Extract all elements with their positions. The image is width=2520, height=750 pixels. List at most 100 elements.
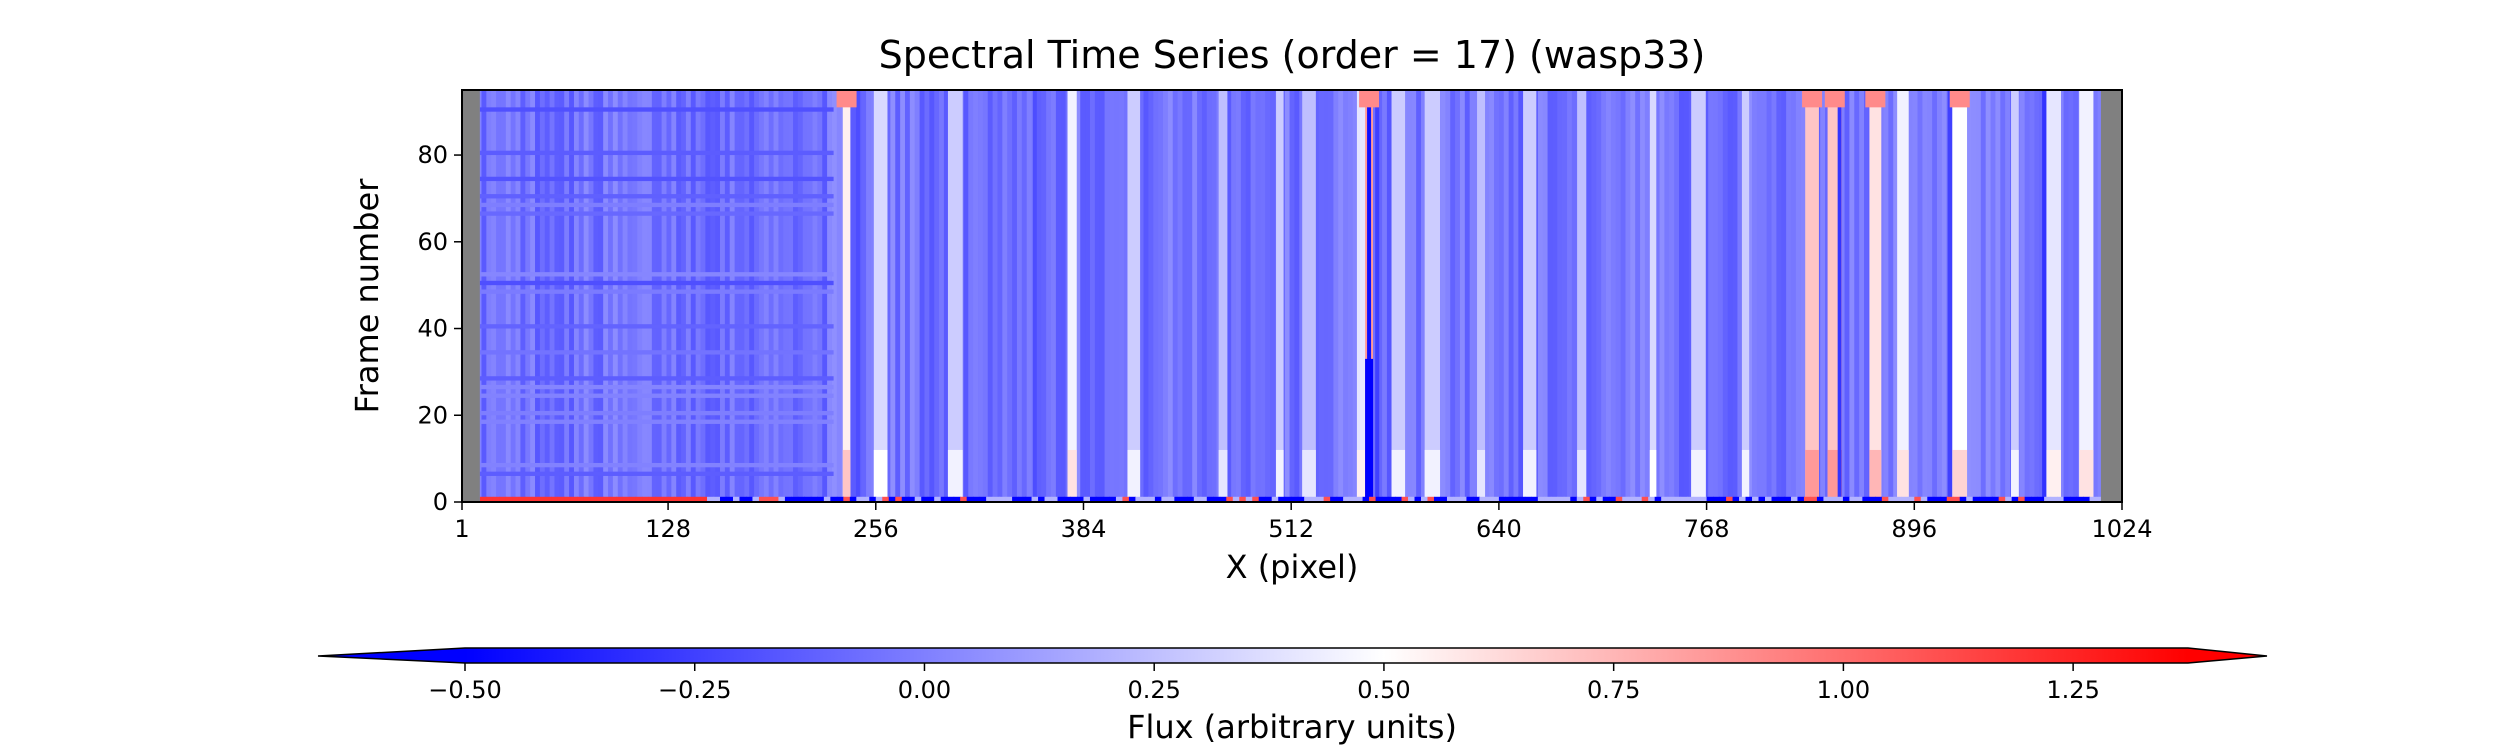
heatmap-column [1932, 90, 1938, 502]
heatmap-bright-column [1391, 90, 1406, 502]
heatmap-frame0-cell [1025, 496, 1033, 502]
heatmap-column [1489, 90, 1495, 502]
heatmap-column [1197, 90, 1203, 502]
heatmap-frame0-cell [1518, 496, 1526, 502]
heatmap-column [934, 90, 940, 502]
heatmap-column [1099, 90, 1106, 502]
heatmap-column [1138, 90, 1145, 502]
heatmap-column [758, 90, 765, 502]
heatmap-column [1347, 90, 1354, 502]
heatmap-bright-column-base [1424, 449, 1441, 499]
heatmap-frame0-cell [1797, 496, 1805, 502]
heatmap-frame0-cell [1914, 496, 1922, 502]
heatmap-column [1250, 90, 1256, 502]
heatmap-frame0-cell [914, 496, 922, 502]
heatmap-column [1703, 90, 1709, 502]
heatmap-frame0-cell [1810, 496, 1818, 502]
heatmap-frame0-cell [1148, 496, 1156, 502]
heatmap-frame0-cell [1408, 496, 1416, 502]
heatmap-column [1596, 90, 1602, 502]
heatmap-top-patch [1359, 90, 1380, 108]
heatmap-frame0-cell [564, 496, 572, 502]
heatmap-frame0-cell [1907, 496, 1915, 502]
heatmap-column [1859, 90, 1865, 502]
heatmap-column [1494, 90, 1500, 502]
heatmap-column [583, 90, 590, 502]
heatmap-column [525, 90, 531, 502]
heatmap-frame0-cell [1446, 496, 1454, 502]
heatmap-bright-column-base [1391, 449, 1406, 499]
heatmap-column [598, 90, 604, 502]
heatmap-column [1771, 90, 1777, 502]
heatmap-frame0-cell [1167, 496, 1175, 502]
heatmap-column [1416, 90, 1422, 502]
heatmap-column [578, 90, 585, 502]
heatmap-column [1922, 90, 1928, 502]
heatmap-column [700, 90, 706, 502]
heatmap-frame0-cell [1777, 496, 1785, 502]
heatmap-frame0-cell [856, 496, 864, 502]
y-tick-label: 0 [433, 488, 448, 516]
heatmap-column [982, 90, 989, 502]
heatmap-frame0-cell [979, 496, 987, 502]
heatmap-column [1800, 90, 1807, 502]
heatmap-frame0-cell [1161, 496, 1169, 502]
heatmap-column [1610, 90, 1617, 502]
heatmap-frame0-cell [557, 496, 565, 502]
heatmap-frame0-cell [1057, 496, 1065, 502]
heatmap-bright-column [842, 90, 851, 502]
heatmap-column [1459, 90, 1466, 502]
heatmap-column [987, 90, 994, 502]
heatmap-frame0-cell [1012, 496, 1020, 502]
heatmap-column [1007, 90, 1013, 502]
heatmap-column [1206, 90, 1213, 502]
heatmap-column [909, 90, 916, 502]
heatmap-frame0-cell [525, 496, 533, 502]
heatmap-bright-column-base [1691, 449, 1706, 499]
heatmap-column [1265, 90, 1271, 502]
heatmap-frame0-cell [1609, 496, 1617, 502]
heatmap-column [866, 90, 872, 502]
heatmap-frame0-cell [1680, 496, 1688, 502]
heatmap-column [1766, 90, 1773, 502]
heatmap-bright-column [1741, 90, 1750, 502]
heatmap-row-band [479, 272, 834, 277]
heatmap-column [1440, 90, 1446, 502]
heatmap-column [715, 90, 721, 502]
y-axis-ticks: 0 20 40 60 80 [417, 141, 462, 516]
heatmap-frame0-cell [2070, 496, 2078, 502]
heatmap-frame0-cell [1622, 496, 1630, 502]
heatmap-column [763, 90, 770, 502]
heatmap-frame0-cell [2005, 496, 2013, 502]
heatmap-bright-column [1302, 90, 1316, 502]
heatmap-column [617, 90, 624, 502]
heatmap-column [1455, 90, 1461, 502]
heatmap-frame0-cell [895, 496, 903, 502]
heatmap-frame0-cell [888, 496, 896, 502]
heatmap-column [1518, 90, 1524, 502]
heatmap-column [1844, 90, 1850, 502]
heatmap-frame0-cell [1089, 496, 1097, 502]
heatmap-column [1640, 90, 1646, 502]
x-tick-label: 640 [1476, 515, 1522, 543]
heatmap-column [1893, 90, 1899, 502]
heatmap-frame0-cell [1790, 496, 1798, 502]
heatmap-column [1012, 90, 1018, 502]
heatmap-frame0-cell [1336, 496, 1344, 502]
heatmap-frame0-cell [1232, 496, 1240, 502]
heatmap-column [1377, 90, 1383, 502]
heatmap-frame0-cell [791, 496, 799, 502]
heatmap-column [1601, 90, 1607, 502]
heatmap-frame0-cell [992, 496, 1000, 502]
heatmap-column [632, 90, 638, 502]
heatmap-bright-column [1869, 90, 1882, 502]
x-tick-label: 512 [1268, 515, 1314, 543]
heatmap-column [2000, 90, 2006, 502]
heatmap-column [2058, 90, 2065, 502]
heatmap-column [1021, 90, 1028, 502]
heatmap-frame0-cell [603, 496, 611, 502]
heatmap-column [1421, 90, 1427, 502]
heatmap-frame0-cell [1576, 496, 1584, 502]
heatmap-column [1659, 90, 1665, 502]
heatmap-column [505, 90, 512, 502]
